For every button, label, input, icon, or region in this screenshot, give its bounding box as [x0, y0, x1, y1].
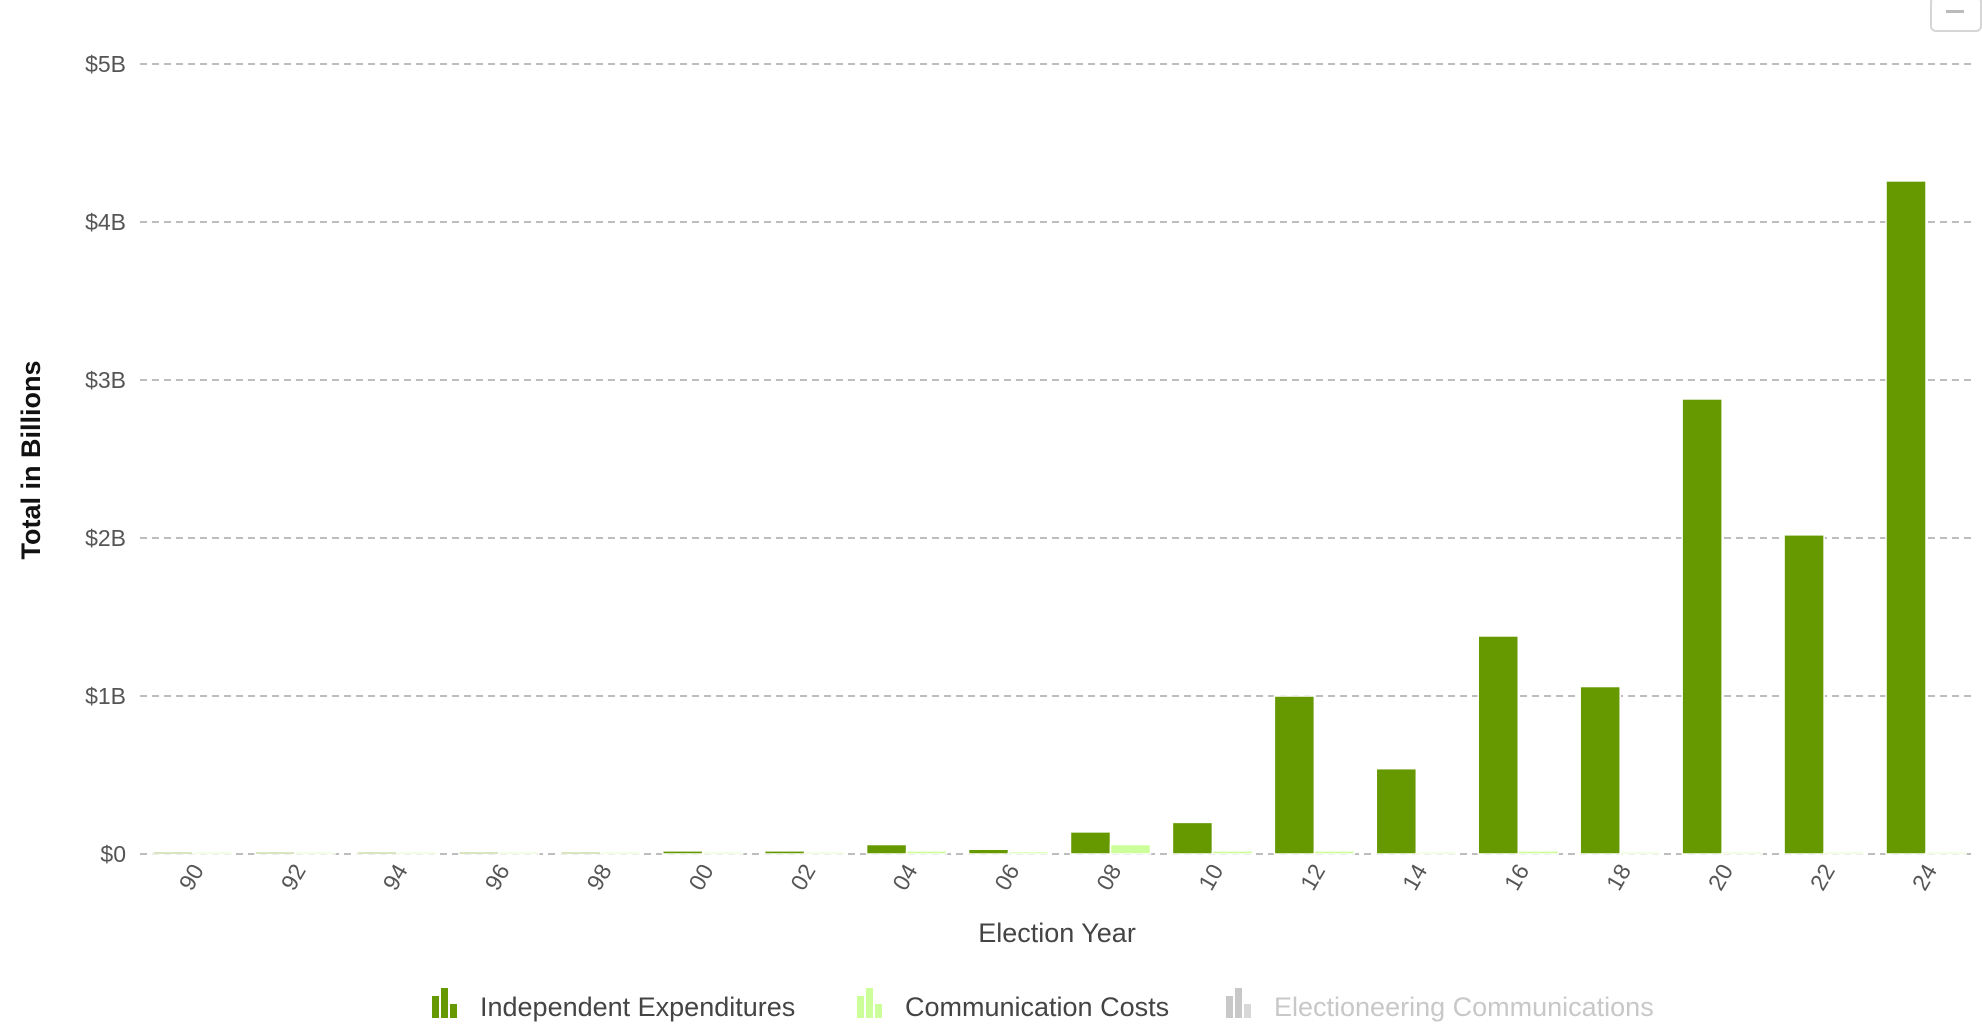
legend: Independent Expenditures Communication Co… — [432, 988, 1654, 1022]
legend-item-electioneering-communications[interactable]: Electioneering Communications — [1226, 988, 1654, 1022]
x-tick-label: 96 — [479, 859, 514, 894]
bar-independent-expenditures-10[interactable] — [1171, 821, 1214, 855]
bar-communication-costs-22[interactable] — [1823, 851, 1865, 855]
y-axis-title: Total in Billions — [16, 361, 46, 560]
x-tick-label: 10 — [1193, 859, 1228, 894]
bar-independent-expenditures-06[interactable] — [967, 848, 1010, 855]
legend-label: Independent Expenditures — [480, 992, 795, 1022]
bar-communication-costs-08[interactable] — [1109, 843, 1152, 855]
y-tick-label: $3B — [85, 367, 126, 393]
y-tick-label: $1B — [85, 683, 126, 709]
bar-independent-expenditures-94[interactable] — [356, 851, 398, 855]
x-tick-label: 90 — [174, 859, 209, 894]
x-tick-label: 06 — [989, 859, 1024, 894]
bar-communication-costs-90[interactable] — [192, 851, 234, 855]
bar-independent-expenditures-02[interactable] — [763, 850, 806, 855]
x-tick-label: 92 — [276, 859, 311, 894]
x-tick-label: 12 — [1295, 859, 1330, 894]
bar-communication-costs-04[interactable] — [905, 850, 948, 855]
bar-independent-expenditures-12[interactable] — [1273, 695, 1316, 855]
bar-communication-costs-94[interactable] — [396, 851, 438, 855]
y-tick-label: $4B — [85, 209, 126, 235]
menu-icon — [1946, 10, 1964, 13]
legend-label: Electioneering Communications — [1274, 992, 1654, 1022]
bar-independent-expenditures-98[interactable] — [560, 851, 602, 855]
bar-independent-expenditures-90[interactable] — [152, 851, 194, 855]
x-tick-label: 22 — [1805, 859, 1840, 894]
x-tick-label: 00 — [683, 859, 718, 894]
bar-independent-expenditures-18[interactable] — [1579, 685, 1621, 855]
bar-independent-expenditures-16[interactable] — [1477, 635, 1519, 855]
bar-chart-icon — [1226, 988, 1251, 1018]
bar-communication-costs-24[interactable] — [1925, 851, 1967, 855]
bar-independent-expenditures-04[interactable] — [865, 843, 908, 855]
bar-communication-costs-96[interactable] — [498, 851, 540, 855]
y-tick-label: $0 — [100, 841, 126, 867]
x-tick-label: 24 — [1907, 859, 1942, 894]
bar-chart-icon — [432, 988, 457, 1018]
x-axis-ticks: 90 92 94 96 98 00 02 04 06 08 10 12 14 16 18 20 22 24 — [174, 859, 1942, 894]
x-tick-label: 98 — [581, 859, 616, 894]
y-axis-ticks: $0 $1B $2B $3B $4B $5B — [85, 51, 126, 867]
chart-menu-button[interactable] — [1930, 0, 1982, 32]
legend-item-communication-costs[interactable]: Communication Costs — [857, 988, 1169, 1022]
x-tick-label: 14 — [1397, 859, 1432, 894]
x-tick-label: 08 — [1091, 859, 1126, 894]
bar-communication-costs-14[interactable] — [1415, 851, 1458, 855]
bar-communication-costs-12[interactable] — [1313, 850, 1356, 855]
bar-communication-costs-98[interactable] — [600, 851, 642, 855]
bar-chart-icon — [857, 988, 882, 1018]
bars — [152, 180, 1967, 855]
bar-independent-expenditures-00[interactable] — [661, 850, 704, 855]
x-tick-label: 02 — [785, 859, 820, 894]
bar-independent-expenditures-24[interactable] — [1885, 180, 1927, 855]
bar-independent-expenditures-96[interactable] — [458, 851, 500, 855]
bar-independent-expenditures-20[interactable] — [1681, 398, 1723, 855]
bar-communication-costs-00[interactable] — [701, 851, 744, 855]
x-tick-label: 16 — [1499, 859, 1534, 894]
x-tick-label: 94 — [377, 859, 412, 894]
x-tick-label: 04 — [887, 859, 922, 894]
bar-communication-costs-92[interactable] — [294, 851, 336, 855]
bar-communication-costs-06[interactable] — [1007, 850, 1050, 855]
bar-communication-costs-20[interactable] — [1721, 851, 1763, 855]
bar-communication-costs-02[interactable] — [803, 851, 846, 855]
x-tick-label: 18 — [1601, 859, 1636, 894]
bar-communication-costs-16[interactable] — [1517, 850, 1559, 855]
bar-communication-costs-10[interactable] — [1211, 850, 1254, 855]
bar-independent-expenditures-08[interactable] — [1069, 831, 1112, 855]
y-tick-label: $2B — [85, 525, 126, 551]
bar-independent-expenditures-14[interactable] — [1375, 767, 1418, 855]
grid-lines — [140, 63, 1975, 855]
legend-item-independent-expenditures[interactable]: Independent Expenditures — [432, 988, 795, 1022]
bar-independent-expenditures-92[interactable] — [254, 851, 296, 855]
x-tick-label: 20 — [1703, 859, 1738, 894]
legend-label: Communication Costs — [905, 992, 1169, 1022]
x-axis-title: Election Year — [978, 918, 1136, 948]
bar-independent-expenditures-22[interactable] — [1783, 534, 1825, 855]
bar-communication-costs-18[interactable] — [1619, 851, 1661, 855]
y-tick-label: $5B — [85, 51, 126, 77]
